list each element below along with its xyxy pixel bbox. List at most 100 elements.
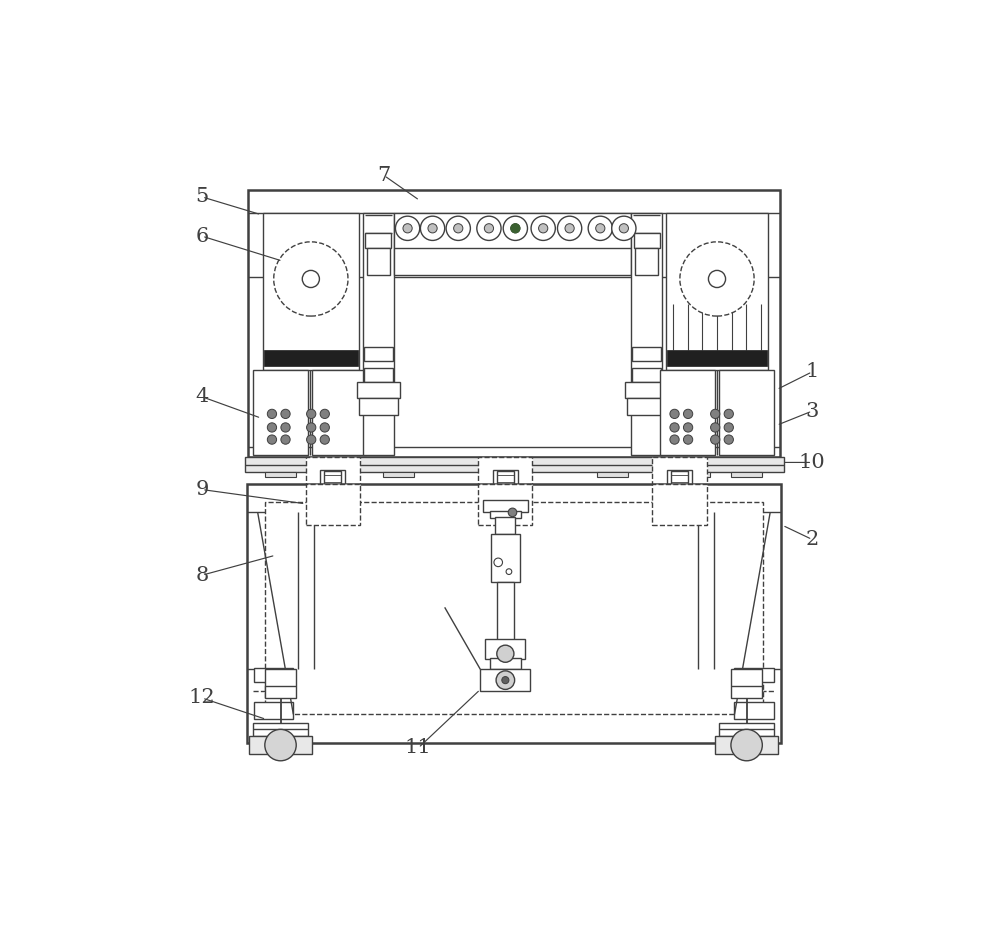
Bar	[263, 213, 359, 370]
Circle shape	[670, 435, 679, 444]
Circle shape	[484, 223, 494, 233]
Circle shape	[496, 671, 515, 690]
Circle shape	[274, 242, 348, 316]
Circle shape	[531, 216, 555, 240]
Bar	[660, 370, 715, 455]
Text: 9: 9	[195, 480, 209, 499]
Text: 5: 5	[195, 187, 209, 207]
Circle shape	[267, 435, 277, 444]
Bar	[317, 472, 348, 477]
Circle shape	[588, 216, 612, 240]
Bar	[652, 484, 707, 526]
Bar	[497, 471, 514, 505]
Circle shape	[596, 223, 605, 233]
Bar	[483, 500, 528, 513]
Bar	[324, 471, 341, 505]
Circle shape	[281, 409, 290, 418]
Circle shape	[724, 409, 733, 418]
Circle shape	[508, 508, 517, 516]
Bar	[667, 350, 767, 366]
Circle shape	[511, 223, 520, 233]
Bar	[631, 212, 662, 455]
Bar	[480, 669, 530, 691]
Circle shape	[494, 558, 503, 566]
Bar	[678, 472, 710, 477]
Text: 12: 12	[189, 689, 215, 707]
Bar	[651, 508, 708, 518]
Text: 6: 6	[195, 227, 209, 246]
Bar	[365, 233, 391, 248]
Circle shape	[683, 435, 693, 444]
Bar	[253, 723, 308, 736]
Circle shape	[497, 645, 514, 662]
Circle shape	[267, 423, 277, 432]
Text: 10: 10	[799, 453, 826, 472]
Bar	[498, 527, 512, 565]
Bar	[671, 471, 688, 505]
Text: 1: 1	[806, 362, 819, 381]
Bar	[632, 347, 661, 362]
Bar	[306, 484, 360, 526]
Bar	[364, 347, 393, 362]
Circle shape	[670, 423, 679, 432]
Circle shape	[511, 223, 520, 233]
Circle shape	[281, 435, 290, 444]
Circle shape	[506, 569, 512, 575]
Bar	[490, 511, 521, 518]
Bar	[667, 470, 692, 491]
Bar	[394, 212, 631, 275]
Circle shape	[477, 216, 501, 240]
Circle shape	[711, 409, 720, 418]
Bar	[666, 213, 768, 370]
Circle shape	[320, 435, 329, 444]
Bar	[364, 368, 393, 383]
Circle shape	[307, 435, 316, 444]
Circle shape	[302, 271, 319, 287]
Bar	[635, 248, 658, 275]
Bar	[265, 502, 763, 715]
Bar	[264, 350, 358, 366]
Circle shape	[395, 216, 420, 240]
Bar	[306, 457, 360, 501]
Bar	[632, 368, 661, 383]
Circle shape	[403, 223, 412, 233]
Bar	[325, 527, 340, 565]
Circle shape	[539, 223, 548, 233]
Bar	[731, 472, 762, 477]
Circle shape	[446, 216, 470, 240]
Bar	[490, 658, 521, 669]
Circle shape	[503, 216, 527, 240]
Circle shape	[680, 242, 754, 316]
Bar	[312, 370, 366, 455]
Bar	[253, 370, 308, 455]
Circle shape	[320, 409, 329, 418]
Bar	[493, 517, 518, 528]
Bar	[383, 472, 414, 477]
Bar	[652, 457, 707, 501]
Bar	[245, 457, 784, 472]
Bar	[490, 472, 521, 477]
Text: 3: 3	[806, 401, 819, 421]
Bar	[254, 668, 293, 682]
Bar	[320, 517, 345, 528]
Bar	[478, 457, 532, 501]
Bar	[320, 470, 345, 491]
Bar	[478, 484, 532, 526]
Bar	[715, 736, 778, 754]
Bar	[485, 640, 525, 659]
Circle shape	[454, 223, 463, 233]
Bar	[367, 248, 390, 275]
Text: 11: 11	[405, 739, 432, 757]
Bar	[249, 736, 312, 754]
Bar	[719, 370, 774, 455]
Bar	[304, 508, 361, 518]
Circle shape	[670, 409, 679, 418]
Bar	[359, 399, 398, 414]
Circle shape	[683, 409, 693, 418]
Bar	[657, 502, 702, 510]
Text: 7: 7	[377, 166, 391, 185]
Bar	[363, 212, 394, 455]
Bar	[734, 702, 774, 719]
Bar	[310, 502, 355, 510]
Circle shape	[307, 409, 316, 418]
